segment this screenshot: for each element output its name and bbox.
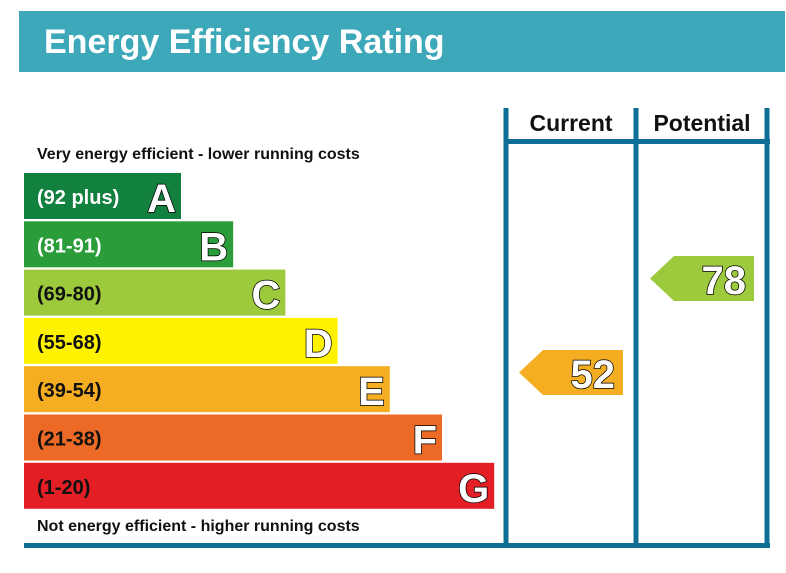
band-range-b: (81-91) xyxy=(37,235,101,257)
band-bar-a xyxy=(24,173,181,219)
title-bar xyxy=(19,11,785,72)
band-bar-g xyxy=(24,462,495,509)
current-rating-value: 52 xyxy=(571,353,616,397)
column-divider-2 xyxy=(764,108,770,548)
column-header-potential: Potential xyxy=(653,110,750,136)
band-letter-b: B xyxy=(199,225,228,269)
band-letter-f: F xyxy=(413,419,437,463)
bottom-border xyxy=(24,543,770,548)
band-bar-e xyxy=(24,366,390,413)
band-bar-c xyxy=(24,269,286,316)
band-range-g: (1-20) xyxy=(37,477,90,499)
potential-rating-arrow xyxy=(650,256,754,301)
band-range-a: (92 plus) xyxy=(37,187,119,209)
top-note: Very energy efficient - lower running co… xyxy=(37,146,360,163)
band-range-f: (21-38) xyxy=(37,429,101,451)
column-divider-0 xyxy=(503,108,509,548)
band-bar-d xyxy=(24,317,338,364)
band-range-d: (55-68) xyxy=(37,332,101,354)
band-letter-e: E xyxy=(358,370,385,414)
band-letter-g: G xyxy=(458,467,489,511)
column-header-current: Current xyxy=(529,110,612,136)
band-bar-b xyxy=(24,221,234,268)
column-divider-1 xyxy=(633,108,639,548)
band-letter-c: C xyxy=(252,274,281,318)
bottom-note: Not energy efficient - higher running co… xyxy=(37,518,360,535)
band-range-c: (69-80) xyxy=(37,284,101,306)
current-rating-arrow xyxy=(519,350,623,395)
band-letter-d: D xyxy=(304,322,333,366)
chart-title: Energy Efficiency Rating xyxy=(44,23,445,61)
header-divider xyxy=(504,139,770,144)
band-range-e: (39-54) xyxy=(37,380,101,402)
band-bar-f xyxy=(24,414,442,461)
band-letter-a: A xyxy=(147,177,176,221)
potential-rating-value: 78 xyxy=(702,259,747,303)
